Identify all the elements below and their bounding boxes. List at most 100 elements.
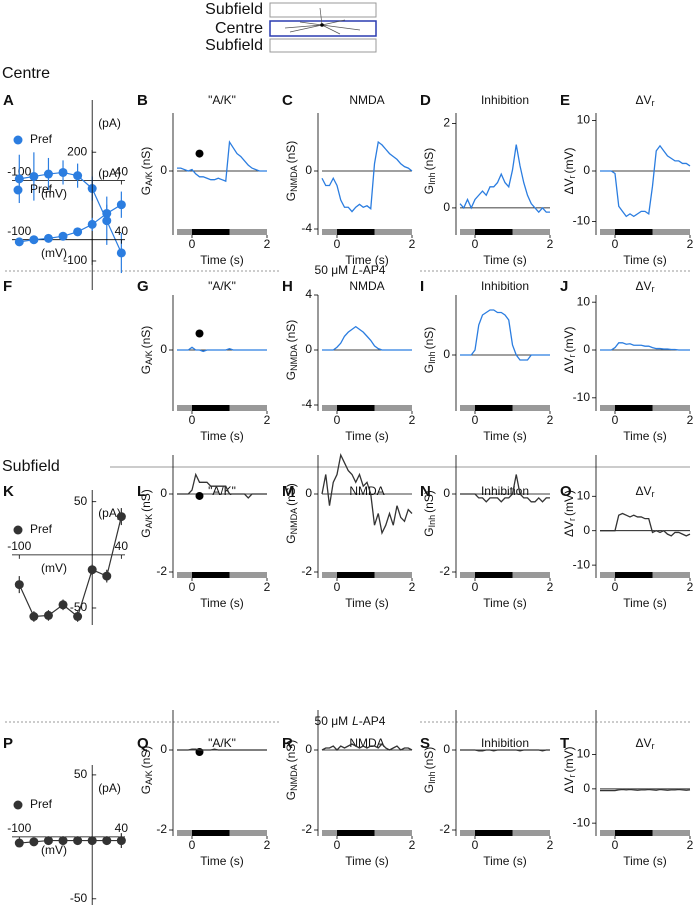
y-axis-label-part: (nS) xyxy=(139,147,153,170)
panel-letter: P xyxy=(3,735,13,752)
panel-letter: O xyxy=(560,483,572,500)
point xyxy=(29,171,39,181)
stimulus-bar xyxy=(475,830,513,836)
y-axis-label-part: (nS) xyxy=(284,141,298,164)
chart-title-part: ΔV xyxy=(635,484,651,498)
chart-title-part: ΔV xyxy=(635,93,651,107)
y-axis-label: ΔVr (mV) xyxy=(562,746,577,793)
chart-title-part: NMDA xyxy=(349,279,384,293)
y-tick-label: 0 xyxy=(305,742,312,756)
y-axis-label: GNMDA(nS) xyxy=(284,320,299,381)
point xyxy=(14,174,24,184)
y-axis-label-part: (nS) xyxy=(422,490,436,513)
y-tick-label: -100 xyxy=(63,253,87,267)
y-axis-label: ΔVr (mV) xyxy=(562,147,577,194)
point xyxy=(116,200,126,210)
y-axis-label-part: ΔV xyxy=(562,777,576,793)
y-axis-label-part: (nS) xyxy=(422,327,436,350)
x-tick-label: 0 xyxy=(612,838,619,852)
chart-title: Inhibition xyxy=(481,93,529,107)
x-axis-label: Time (s) xyxy=(200,253,244,267)
x-tick-label: 2 xyxy=(687,413,694,427)
x-axis-label: (mV) xyxy=(41,246,67,260)
point xyxy=(102,836,112,846)
x-tick-label: -100 xyxy=(7,821,31,835)
x-tick-label: 2 xyxy=(409,237,416,251)
y-tick-label: -4 xyxy=(301,397,312,411)
chart-title-part: ΔV xyxy=(635,279,651,293)
x-axis-label: Time (s) xyxy=(623,429,667,443)
y-tick-label: -4 xyxy=(301,221,312,235)
x-tick-label: 2 xyxy=(687,237,694,251)
y-tick-label: -2 xyxy=(301,822,312,836)
y-tick-label: 200 xyxy=(67,144,87,158)
condition-label-part: -AP4 xyxy=(359,714,386,728)
section-title: Subfield xyxy=(2,458,60,475)
x-tick-label: 2 xyxy=(547,413,554,427)
point xyxy=(73,611,83,621)
y-tick-label: 0 xyxy=(443,200,450,214)
x-tick-label: 0 xyxy=(189,838,196,852)
panel-letter: E xyxy=(560,92,570,109)
stimulus-bar xyxy=(192,405,230,411)
y-axis-label: GA/K(nS) xyxy=(139,147,154,196)
x-tick-label: 2 xyxy=(264,237,271,251)
y-tick-label: 10 xyxy=(577,113,591,127)
point xyxy=(58,600,68,610)
stimulus-bar xyxy=(475,405,513,411)
panel-letter: A xyxy=(3,92,14,109)
y-axis-label-part: Inh xyxy=(427,351,437,364)
y-tick-label: 0 xyxy=(583,523,590,537)
panel-letter: M xyxy=(282,483,295,500)
y-axis-label: ΔVr (mV) xyxy=(562,490,577,537)
y-axis-label-part: G xyxy=(284,534,298,543)
y-axis-label: GInh(nS) xyxy=(422,148,437,195)
stimulus-bar xyxy=(475,229,513,235)
panel-letter: D xyxy=(420,92,431,109)
x-tick-label: 2 xyxy=(547,237,554,251)
chart-title-part: "A/K" xyxy=(208,484,236,498)
chart-title-part: r xyxy=(652,741,655,751)
trace xyxy=(177,472,267,499)
chart-title-part: Inhibition xyxy=(481,484,529,498)
trace xyxy=(177,346,267,353)
x-axis-label: Time (s) xyxy=(483,253,527,267)
y-tick-label: 0 xyxy=(583,342,590,356)
panel-letter: S xyxy=(420,735,430,752)
y-axis-label-part: (nS) xyxy=(139,489,153,512)
y-tick-label: -10 xyxy=(573,214,591,228)
stimulus-bar xyxy=(192,830,230,836)
stimulus-bar xyxy=(615,229,653,235)
panel-letter: H xyxy=(282,278,293,295)
y-axis-label: GA/K(nS) xyxy=(139,489,154,538)
trace xyxy=(321,140,413,213)
x-tick-label: -100 xyxy=(7,224,31,238)
x-tick-label: 0 xyxy=(334,838,341,852)
x-tick-label: 0 xyxy=(472,838,479,852)
chart-title: ΔVr xyxy=(635,484,654,499)
y-axis-label-part: ΔV xyxy=(562,178,576,194)
point xyxy=(58,167,68,177)
panel-letter: I xyxy=(420,278,424,295)
x-axis-label: Time (s) xyxy=(200,596,244,610)
thumbnail-label: Subfield xyxy=(205,37,263,54)
point xyxy=(43,836,53,846)
y-tick-label: 10 xyxy=(577,747,591,761)
y-tick-label: 10 xyxy=(577,294,591,308)
x-tick-label: 0 xyxy=(612,413,619,427)
y-tick-label: 0 xyxy=(583,163,590,177)
legend-label: Pref xyxy=(30,132,53,146)
x-tick-label: 0 xyxy=(334,413,341,427)
x-tick-label: 0 xyxy=(334,237,341,251)
chart-title: NMDA xyxy=(349,279,384,293)
y-tick-label: 10 xyxy=(577,488,591,502)
y-axis-label-part: G xyxy=(139,365,153,374)
y-axis-label-part: (nS) xyxy=(422,747,436,770)
y-axis-label-part: r xyxy=(567,518,577,521)
y-axis-label-part: A/K xyxy=(144,514,154,529)
point xyxy=(116,512,126,522)
trace xyxy=(322,325,412,351)
x-tick-label: -100 xyxy=(7,539,31,553)
y-axis-label-part: A/K xyxy=(144,171,154,186)
